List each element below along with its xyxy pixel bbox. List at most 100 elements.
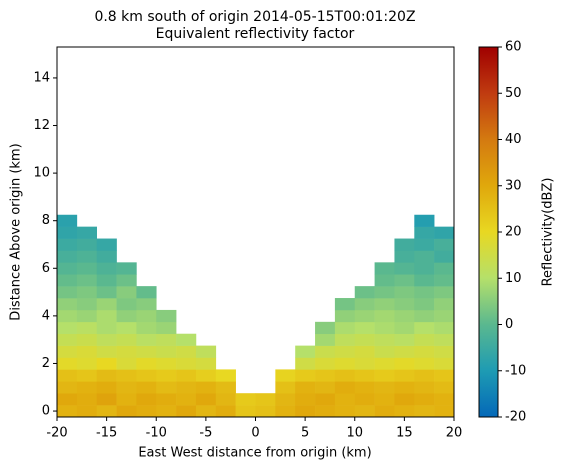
cell bbox=[76, 226, 97, 239]
cell bbox=[116, 405, 137, 418]
cell bbox=[374, 333, 395, 346]
cell bbox=[76, 369, 97, 382]
cell bbox=[235, 393, 256, 406]
y-tick-label: 6 bbox=[42, 261, 50, 276]
colorbar-tick-label: -10 bbox=[505, 363, 526, 378]
cell bbox=[334, 369, 356, 382]
cell bbox=[354, 345, 375, 358]
cell bbox=[76, 274, 97, 287]
cell bbox=[374, 321, 395, 335]
x-tick-label: -20 bbox=[46, 426, 67, 441]
y-tick-label: 2 bbox=[42, 356, 50, 371]
cell bbox=[57, 214, 78, 227]
cell bbox=[195, 393, 217, 406]
cell bbox=[96, 381, 117, 394]
cell bbox=[414, 250, 435, 263]
cell bbox=[255, 393, 276, 406]
chart-subtitle: Equivalent reflectivity factor bbox=[156, 26, 355, 42]
cell bbox=[136, 357, 157, 370]
cell bbox=[195, 405, 217, 418]
cell bbox=[434, 321, 455, 335]
cell bbox=[354, 309, 375, 323]
cell bbox=[96, 345, 117, 358]
cell bbox=[334, 405, 356, 418]
cell bbox=[215, 393, 236, 406]
cell bbox=[96, 238, 117, 251]
cell bbox=[136, 286, 157, 299]
cell bbox=[374, 357, 395, 370]
cell bbox=[374, 262, 395, 275]
cell bbox=[96, 274, 117, 287]
cell bbox=[354, 393, 375, 406]
cell bbox=[414, 345, 435, 358]
cell bbox=[96, 286, 117, 299]
x-tick-label: 0 bbox=[251, 426, 259, 441]
cell bbox=[334, 381, 356, 394]
cell bbox=[434, 250, 455, 263]
colorbar-tick-label: 10 bbox=[505, 271, 522, 286]
x-tick-label: 20 bbox=[446, 426, 463, 441]
cell bbox=[394, 274, 415, 287]
cell bbox=[76, 393, 97, 406]
cell bbox=[374, 274, 395, 287]
x-tick-label: -15 bbox=[96, 426, 117, 441]
cell bbox=[394, 321, 415, 335]
cell bbox=[414, 262, 435, 275]
cell bbox=[354, 405, 375, 418]
cell bbox=[394, 262, 415, 275]
cell bbox=[354, 286, 375, 299]
cell bbox=[136, 298, 157, 311]
cell bbox=[57, 321, 78, 335]
cell bbox=[136, 333, 157, 346]
cell bbox=[96, 321, 117, 335]
cell bbox=[76, 250, 97, 263]
cell bbox=[374, 286, 395, 299]
cell bbox=[76, 357, 97, 370]
cell bbox=[414, 238, 435, 251]
y-tick-label: 10 bbox=[33, 166, 50, 181]
cell bbox=[334, 393, 356, 406]
cell bbox=[57, 357, 78, 370]
cell bbox=[116, 309, 137, 323]
cell bbox=[57, 262, 78, 275]
y-tick-label: 14 bbox=[33, 70, 50, 85]
cell bbox=[394, 381, 415, 394]
cell bbox=[176, 333, 197, 346]
cell bbox=[96, 333, 117, 346]
cell bbox=[96, 405, 117, 418]
cell bbox=[354, 357, 375, 370]
cell bbox=[195, 381, 217, 394]
colorbar-tick-label: 40 bbox=[505, 132, 522, 147]
cell bbox=[195, 369, 217, 382]
cell bbox=[374, 345, 395, 358]
cell bbox=[394, 298, 415, 311]
chart-title: 0.8 km south of origin 2014-05-15T00:01:… bbox=[94, 9, 415, 25]
cell bbox=[394, 345, 415, 358]
cell bbox=[394, 333, 415, 346]
cell bbox=[414, 393, 435, 406]
cell bbox=[136, 381, 157, 394]
cell bbox=[76, 238, 97, 251]
cell bbox=[156, 321, 177, 335]
colorbar-tick-label: -20 bbox=[505, 410, 526, 425]
cell bbox=[76, 309, 97, 323]
cell bbox=[156, 309, 177, 323]
x-tick-label: 15 bbox=[396, 426, 413, 441]
cell bbox=[136, 393, 157, 406]
cell bbox=[374, 369, 395, 382]
cell bbox=[334, 357, 356, 370]
cell bbox=[334, 298, 356, 311]
cell bbox=[394, 393, 415, 406]
cell bbox=[116, 393, 137, 406]
cell bbox=[434, 274, 455, 287]
cell bbox=[136, 321, 157, 335]
cell bbox=[156, 393, 177, 406]
x-axis-label: East West distance from origin (km) bbox=[138, 446, 371, 461]
cell bbox=[295, 405, 316, 418]
cell bbox=[434, 262, 455, 275]
cell bbox=[96, 393, 117, 406]
cell bbox=[195, 357, 217, 370]
cell bbox=[57, 286, 78, 299]
y-tick-label: 12 bbox=[33, 118, 50, 133]
